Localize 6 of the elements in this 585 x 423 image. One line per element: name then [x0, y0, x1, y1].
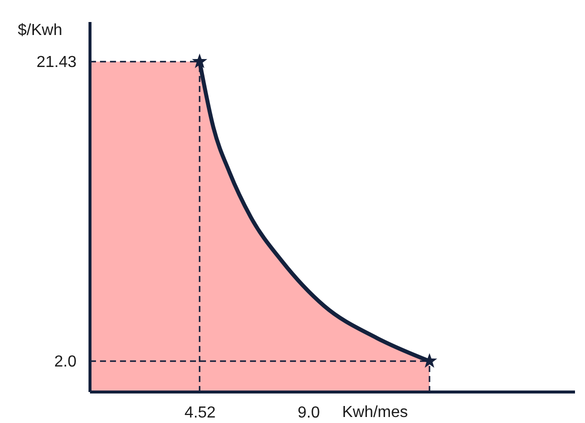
x-tick-label: 4.52: [184, 404, 216, 422]
x-axis-title: Kwh/mes: [342, 404, 408, 421]
x-tick-label: 9.0: [298, 404, 320, 422]
y-axis-title: $/Kwh: [18, 22, 62, 39]
y-tick-label: 2.0: [54, 354, 77, 371]
y-tick-label: 21.43: [36, 54, 77, 72]
